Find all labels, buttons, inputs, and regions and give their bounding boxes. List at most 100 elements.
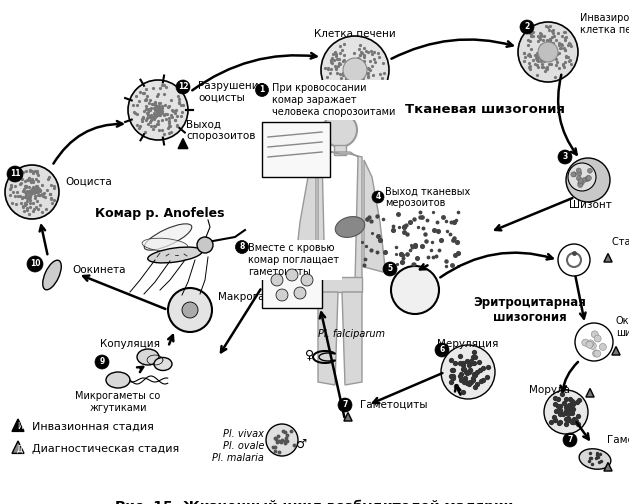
Text: Копуляция: Копуляция (100, 339, 160, 349)
Polygon shape (270, 108, 280, 118)
Circle shape (572, 172, 577, 177)
Polygon shape (318, 292, 338, 385)
Circle shape (587, 168, 593, 173)
Circle shape (255, 84, 269, 96)
Circle shape (266, 424, 298, 456)
Circle shape (271, 274, 283, 286)
Text: Эритроцитарная
шизогония: Эритроцитарная шизогония (474, 296, 586, 324)
Circle shape (582, 177, 587, 182)
Circle shape (168, 288, 212, 332)
Circle shape (576, 176, 581, 181)
Text: Оокинета: Оокинета (72, 265, 126, 275)
Circle shape (441, 345, 495, 399)
Circle shape (544, 390, 588, 434)
Polygon shape (12, 419, 24, 431)
Circle shape (435, 343, 449, 357)
Text: 11: 11 (10, 169, 20, 178)
Text: Морула: Морула (530, 385, 571, 395)
Polygon shape (318, 152, 362, 282)
Circle shape (568, 163, 596, 191)
Text: И: И (17, 422, 23, 431)
Circle shape (585, 176, 590, 181)
Circle shape (391, 266, 439, 314)
Bar (262, 122, 330, 177)
Polygon shape (12, 441, 24, 454)
Text: Pl. ovale: Pl. ovale (223, 441, 264, 451)
Ellipse shape (43, 260, 61, 290)
Circle shape (563, 433, 577, 447)
Polygon shape (604, 463, 612, 471)
Text: Разрушение
ооцисты: Разрушение ооцисты (198, 81, 265, 103)
Polygon shape (586, 389, 594, 397)
Text: Меруляция: Меруляция (437, 339, 499, 349)
Circle shape (586, 175, 591, 180)
Text: Pl. vivax: Pl. vivax (223, 429, 264, 439)
Circle shape (566, 158, 610, 202)
Text: 10: 10 (30, 260, 40, 269)
Circle shape (520, 20, 534, 34)
Text: Гаметоциты: Гаметоциты (607, 435, 629, 445)
Text: Диагностическая стадия: Диагностическая стадия (32, 444, 179, 454)
Text: При кровососании
комар заражает
человека спорозоитами: При кровососании комар заражает человека… (272, 83, 396, 116)
Text: Выход тканевых
мерозоитов: Выход тканевых мерозоитов (385, 186, 470, 208)
Circle shape (343, 58, 367, 82)
Polygon shape (344, 412, 352, 421)
Circle shape (321, 36, 389, 104)
Text: 2: 2 (525, 23, 530, 31)
Circle shape (301, 274, 313, 286)
Text: Гаметоциты: Гаметоциты (360, 400, 428, 410)
Circle shape (372, 191, 384, 203)
Ellipse shape (137, 349, 159, 365)
Ellipse shape (144, 224, 192, 250)
Text: 7: 7 (342, 401, 348, 409)
Text: Инвазионная стадия: Инвазионная стадия (32, 422, 154, 432)
Ellipse shape (106, 372, 130, 388)
Circle shape (594, 335, 601, 342)
Circle shape (577, 171, 582, 176)
Circle shape (182, 302, 198, 318)
Circle shape (587, 340, 594, 347)
Polygon shape (342, 292, 362, 385)
Ellipse shape (335, 217, 365, 237)
Circle shape (589, 342, 596, 349)
Circle shape (599, 343, 606, 350)
Circle shape (558, 244, 590, 276)
Circle shape (586, 341, 593, 348)
Text: Pl. malaria: Pl. malaria (212, 453, 264, 463)
Text: Выход
спорозоитов: Выход спорозоитов (186, 119, 255, 141)
Text: Клетка печени: Клетка печени (314, 29, 396, 39)
Polygon shape (178, 139, 188, 149)
Circle shape (95, 355, 109, 369)
Text: 5: 5 (387, 265, 392, 274)
Text: 7: 7 (567, 435, 572, 445)
Text: 4: 4 (376, 193, 381, 202)
Circle shape (586, 175, 591, 180)
Text: Округлый
шизонт: Округлый шизонт (616, 316, 629, 338)
Text: При кровососании
комар заражает
человека спорозоитами: При кровососании комар заражает человека… (272, 83, 396, 116)
Text: 1: 1 (259, 86, 265, 94)
Ellipse shape (142, 238, 188, 252)
Polygon shape (612, 346, 620, 355)
Ellipse shape (154, 357, 172, 370)
Bar (262, 260, 322, 308)
Bar (334, 145, 346, 155)
Circle shape (578, 182, 583, 187)
Circle shape (593, 350, 599, 357)
Text: 6: 6 (440, 346, 445, 354)
Text: Шизонт: Шизонт (569, 200, 611, 210)
Circle shape (571, 172, 576, 177)
Circle shape (578, 178, 583, 183)
Polygon shape (364, 160, 385, 272)
Circle shape (575, 323, 613, 361)
Text: Микрогаметы со
жгутиками: Микрогаметы со жгутиками (75, 391, 160, 413)
Text: 9: 9 (99, 357, 104, 366)
Circle shape (276, 289, 288, 301)
Text: Комар р. Anofeles: Комар р. Anofeles (95, 208, 225, 220)
Text: 8: 8 (239, 242, 245, 251)
Polygon shape (318, 277, 362, 292)
Text: Макрогамета: Макрогамета (218, 292, 291, 302)
Circle shape (582, 339, 589, 346)
Circle shape (323, 113, 357, 147)
Circle shape (518, 22, 578, 82)
Text: Д: Д (17, 445, 23, 454)
